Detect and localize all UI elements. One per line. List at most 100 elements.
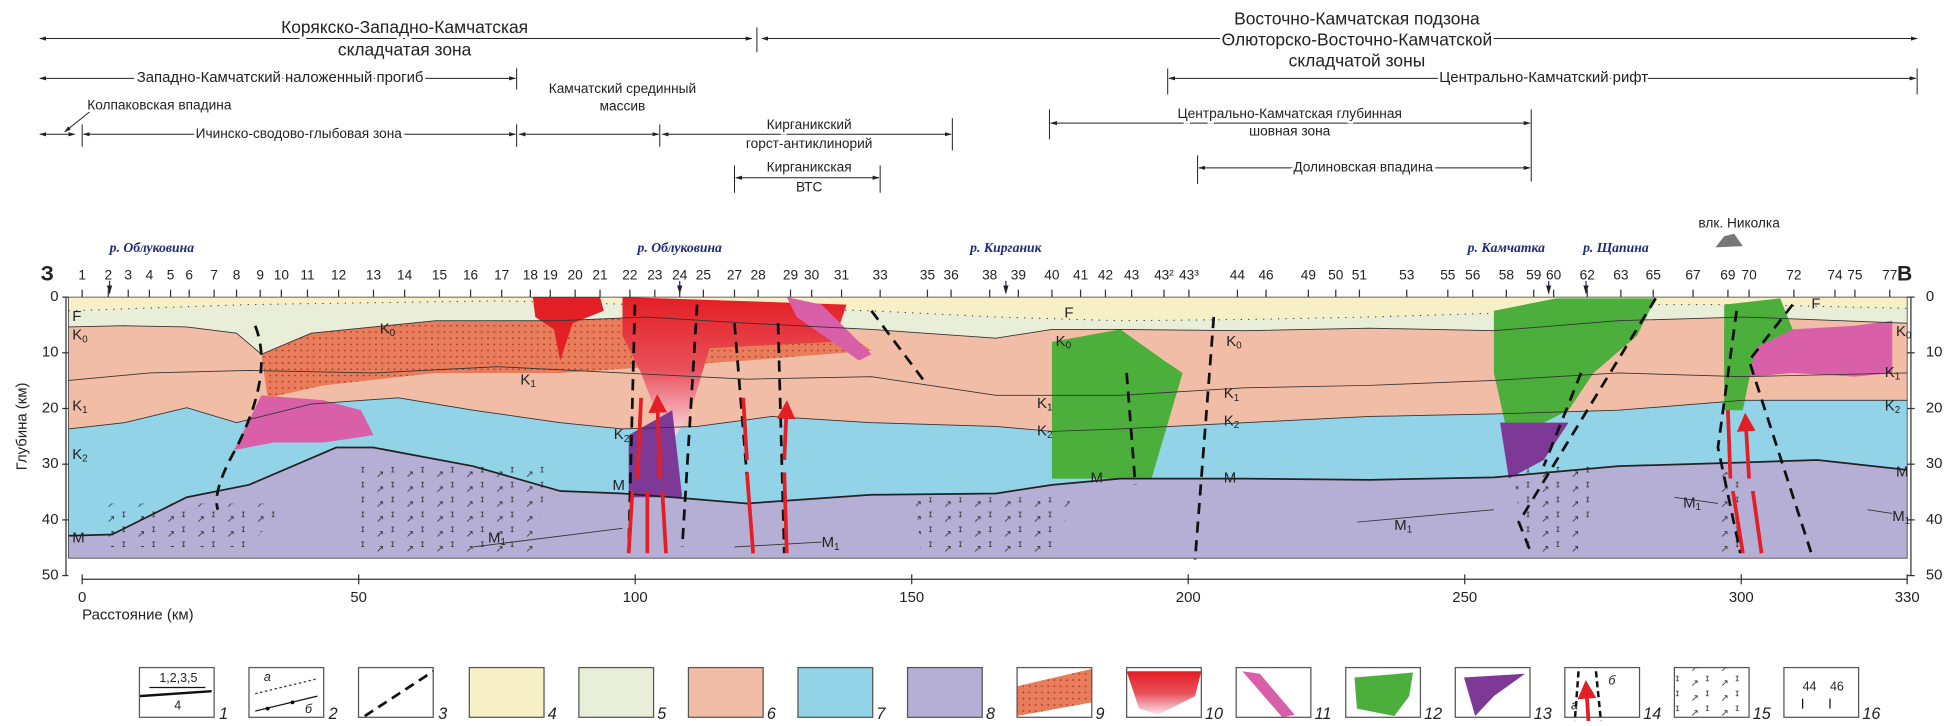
layer-label-text: M	[1394, 517, 1406, 534]
zone-label: массив	[600, 99, 646, 114]
layer-label: M	[72, 529, 84, 546]
legend-number: 8	[986, 705, 995, 723]
legend-number: 5	[657, 705, 667, 723]
station-number: 43	[1124, 268, 1139, 283]
zone-label: Кирганикская	[767, 159, 852, 174]
layer-label-text: M	[1892, 508, 1904, 525]
station-number: 56	[1465, 268, 1480, 283]
station-number: 24	[672, 268, 688, 283]
layer-label-text: M	[612, 477, 624, 494]
layer-label-text: K	[1885, 364, 1895, 381]
layer-label: F	[72, 308, 81, 325]
layer-label-text: K	[1037, 395, 1047, 412]
station-number: 65	[1646, 268, 1662, 283]
zone-label: Колпаковская впадина	[87, 97, 232, 112]
station-number: 18	[523, 268, 539, 283]
layer-label-sub: 2	[1895, 405, 1901, 416]
station-number: 14	[397, 268, 413, 283]
layer-label: M	[1224, 470, 1236, 487]
distance-axis-label: Расстояние (км)	[82, 606, 193, 623]
layer-label-text: F	[1064, 304, 1073, 321]
station-number: 7	[210, 268, 218, 283]
station-number: 58	[1499, 268, 1515, 283]
layer-label-sub: 1	[1047, 402, 1053, 413]
layer-label-text: K	[1224, 412, 1234, 429]
station-number: 2	[104, 268, 112, 283]
layer-label-sub: 1	[1234, 392, 1240, 403]
layer-label: M	[612, 477, 624, 494]
zone-label: ВТС	[796, 179, 823, 194]
layer-label-text: K	[72, 327, 82, 344]
layer-label-text: K	[1885, 397, 1895, 414]
layer-label-sub: 1	[1407, 524, 1413, 535]
layer-label-text: M	[72, 529, 84, 546]
legend-text: б	[305, 702, 313, 716]
zone-label: Ичинско-сводово-глыбовая зона	[196, 126, 403, 141]
layer-label-text: M	[1224, 470, 1236, 487]
depth-axis-label: Глубина (км)	[13, 383, 30, 471]
zone-label: Олюторско-Восточно-Камчатской	[1222, 30, 1493, 50]
legend-text: 44	[1803, 680, 1817, 694]
river-label: р. Облуковина	[109, 240, 195, 255]
zone-label: шовная зона	[1249, 123, 1331, 138]
layer-label-sub: 2	[1234, 420, 1240, 431]
station-number: 19	[543, 268, 558, 283]
layer-label-sub: 2	[82, 453, 88, 464]
zone-label: Камчатский срединный	[549, 81, 696, 96]
legend-number: 11	[1315, 705, 1332, 723]
depth-tick-label: 0	[1926, 288, 1934, 305]
station-number: 27	[727, 268, 742, 283]
distance-tick-label: 100	[623, 589, 648, 606]
layer-label-sub: 1	[834, 542, 840, 553]
legend-text: а	[264, 670, 271, 684]
layer-label-text: K	[1037, 422, 1047, 439]
station-number: 16	[463, 268, 478, 283]
depth-tick-label: 0	[50, 288, 58, 305]
depth-tick-label: 50	[1926, 567, 1943, 584]
layer-label-text: K	[380, 320, 390, 337]
depth-tick-label: 40	[1926, 511, 1943, 528]
zone-label: горст-антиклинорий	[746, 136, 872, 151]
layer-label: K0	[1896, 323, 1912, 341]
legend-text: а	[1571, 698, 1578, 712]
station-number: 5	[167, 268, 175, 283]
zone-label: складчатая зона	[338, 40, 472, 60]
station-number: 49	[1301, 268, 1316, 283]
station-number: 11	[300, 268, 314, 283]
station-number: 50	[1328, 268, 1344, 283]
station-number: 13	[366, 268, 381, 283]
legend-number: 2	[328, 705, 338, 723]
layer-label-sub: 1	[1905, 516, 1911, 527]
depth-tick-label: 20	[42, 399, 59, 416]
layer-label-text: M	[1683, 494, 1695, 511]
legend-text: 1,2,3,5	[159, 671, 197, 685]
station-number: 3	[124, 268, 132, 283]
section-figure: ɪ↗ Корякско-Западно-Камчатскаяскладчатая…	[0, 0, 1952, 726]
distance-tick-label: 0	[78, 589, 86, 606]
station-number: 25	[696, 268, 712, 283]
legend-number: 13	[1534, 705, 1552, 723]
station-number: 63	[1613, 268, 1628, 283]
layer-label-sub: 2	[1047, 430, 1053, 441]
layer-label-sub: 0	[390, 328, 396, 339]
distance-tick-label: 150	[899, 589, 924, 606]
station-number: 42	[1098, 268, 1113, 283]
legend-number: 1	[219, 705, 228, 723]
legend-number: 12	[1424, 705, 1442, 723]
station-number: 75	[1847, 268, 1863, 283]
station-number: 39	[1011, 268, 1026, 283]
layer-label-sub: 1	[1895, 371, 1901, 382]
station-number: 43³	[1179, 268, 1199, 283]
station-number: 38	[982, 268, 998, 283]
layer-label: M	[1896, 463, 1908, 480]
station-number: 15	[432, 268, 448, 283]
zone-label: Западно-Камчатский наложенный прогиб	[137, 69, 424, 86]
layer-label-sub: 0	[1066, 340, 1072, 351]
legend-number: 6	[767, 705, 776, 723]
legend-number: 9	[1096, 705, 1105, 723]
station-number: 44	[1230, 268, 1246, 283]
station-number: 20	[568, 268, 584, 283]
station-number: 67	[1685, 268, 1700, 283]
layer-label-text: K	[1226, 333, 1236, 350]
layer-label-sub: 0	[1236, 340, 1242, 351]
